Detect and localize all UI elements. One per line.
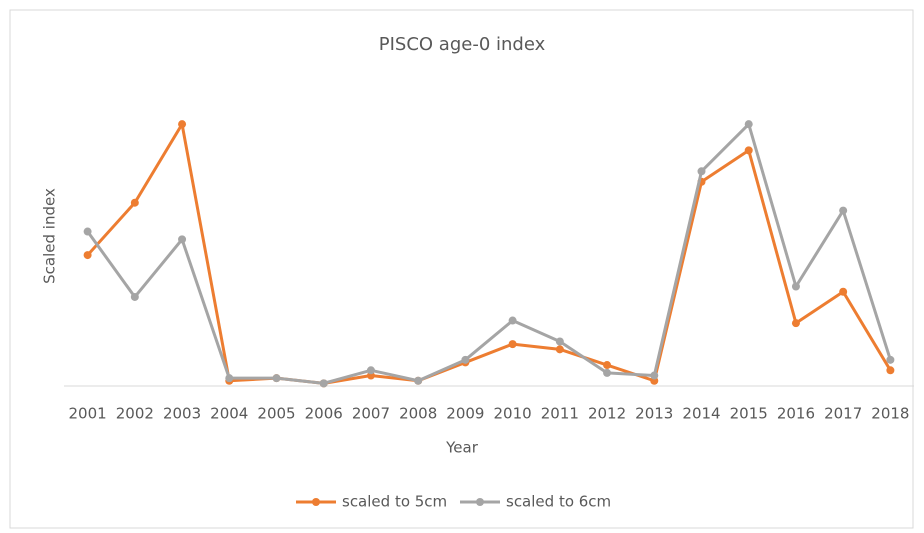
point <box>650 371 659 380</box>
x-tick-label: 2018 <box>871 405 909 423</box>
x-tick-label: 2005 <box>257 405 295 423</box>
x-tick-label: 2004 <box>210 405 248 423</box>
point <box>744 146 753 155</box>
point <box>272 374 281 383</box>
point <box>791 282 800 291</box>
point <box>555 337 564 346</box>
y-axis-title: Scaled index <box>41 188 59 284</box>
x-tick-label: 2013 <box>635 405 673 423</box>
point <box>319 379 328 388</box>
x-tick-label: 2003 <box>163 405 201 423</box>
point <box>461 355 470 364</box>
x-tick-label: 2016 <box>777 405 815 423</box>
point <box>555 345 564 354</box>
point <box>839 206 848 215</box>
legend-marker <box>476 498 484 506</box>
point <box>603 361 612 370</box>
x-axis-title: Year <box>445 439 479 457</box>
chart-title: PISCO age-0 index <box>379 34 546 55</box>
point <box>414 376 423 385</box>
series-line <box>86 122 892 385</box>
point <box>744 120 753 129</box>
point <box>130 292 139 301</box>
point <box>508 340 517 349</box>
point <box>791 319 800 328</box>
x-tick-label: 2015 <box>730 405 768 423</box>
point <box>83 251 92 260</box>
point <box>886 366 895 375</box>
point <box>366 366 375 375</box>
legend-label: scaled to 5cm <box>342 493 447 511</box>
point <box>839 287 848 296</box>
point <box>225 374 234 383</box>
x-tick-label: 2010 <box>494 405 532 423</box>
series-line <box>86 122 892 385</box>
x-tick-label: 2002 <box>116 405 154 423</box>
x-tick-label: 2008 <box>399 405 437 423</box>
x-tick-label: 2006 <box>305 405 343 423</box>
x-tick-label: 2012 <box>588 405 626 423</box>
x-tick-label: 2007 <box>352 405 390 423</box>
legend-label: scaled to 6cm <box>506 493 611 511</box>
legend-marker <box>312 498 320 506</box>
x-tick-label: 2017 <box>824 405 862 423</box>
x-tick-label: 2009 <box>446 405 484 423</box>
point <box>130 198 139 207</box>
point <box>508 316 517 325</box>
point <box>603 368 612 377</box>
x-tick-label: 2011 <box>541 405 579 423</box>
x-tick-label: 2001 <box>69 405 107 423</box>
point <box>886 355 895 364</box>
point <box>178 120 187 129</box>
point <box>697 167 706 176</box>
point <box>178 235 187 244</box>
x-tick-label: 2014 <box>682 405 720 423</box>
point <box>83 227 92 236</box>
chart-frame <box>9 9 914 529</box>
